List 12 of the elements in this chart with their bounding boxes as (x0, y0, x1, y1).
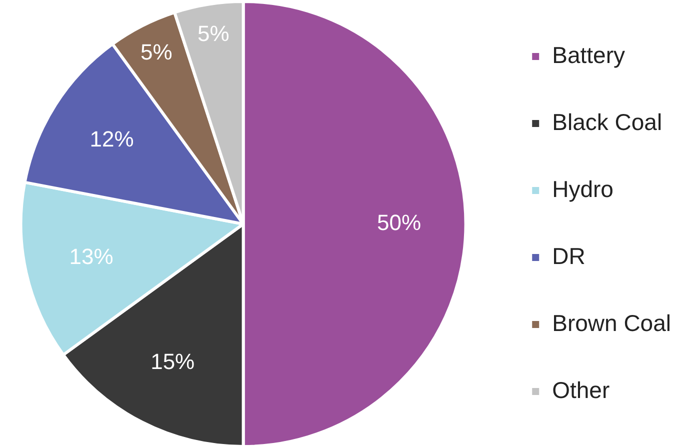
legend-label: Battery (552, 42, 626, 68)
legend-label: Hydro (552, 176, 614, 202)
legend-label: Other (552, 376, 610, 403)
data-label: 5% (140, 40, 172, 65)
legend-label: Brown Coal (552, 310, 672, 336)
data-label: 13% (69, 244, 114, 270)
data-label: 12% (90, 126, 134, 152)
data-label: 15% (150, 348, 195, 374)
legend-label: Black Coal (552, 108, 662, 135)
data-label: 5% (197, 21, 230, 46)
legend-label: DR (552, 242, 586, 269)
data-label: 50% (377, 210, 422, 236)
